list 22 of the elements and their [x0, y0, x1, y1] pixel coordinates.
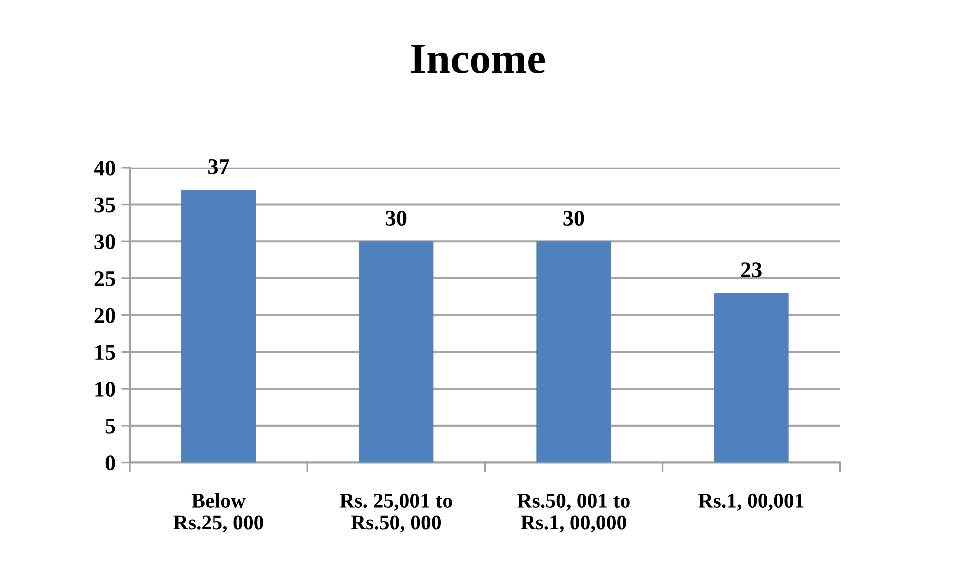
data-label: 30 — [386, 210, 407, 226]
x-tick-label: Rs.50, 001 to Rs.1, 00,000 — [518, 494, 630, 533]
y-tick-label: 10 — [96, 382, 116, 397]
bar — [714, 293, 789, 463]
x-tick-label: Rs.1, 00,001 — [698, 494, 804, 511]
y-tick-label: 5 — [106, 419, 116, 434]
data-label: 37 — [208, 159, 230, 174]
y-tick-label: 20 — [94, 308, 116, 324]
x-tick-label: Below Rs.25, 000 — [174, 493, 264, 533]
bar — [182, 190, 256, 463]
x-tick-label: Rs. 25,001 to Rs.50, 000 — [340, 494, 452, 533]
data-label: 30 — [564, 210, 584, 226]
data-label: 23 — [741, 262, 762, 278]
y-tick-label: 35 — [94, 198, 116, 213]
y-tick-label: 0 — [106, 456, 116, 471]
bar — [536, 242, 612, 463]
y-tick-label: 25 — [94, 271, 116, 286]
y-tick-label: 40 — [94, 160, 116, 176]
y-tick-label: 15 — [96, 345, 116, 360]
y-tick-label: 30 — [94, 234, 116, 250]
bar — [359, 242, 434, 463]
chart-title: Income — [411, 44, 546, 74]
